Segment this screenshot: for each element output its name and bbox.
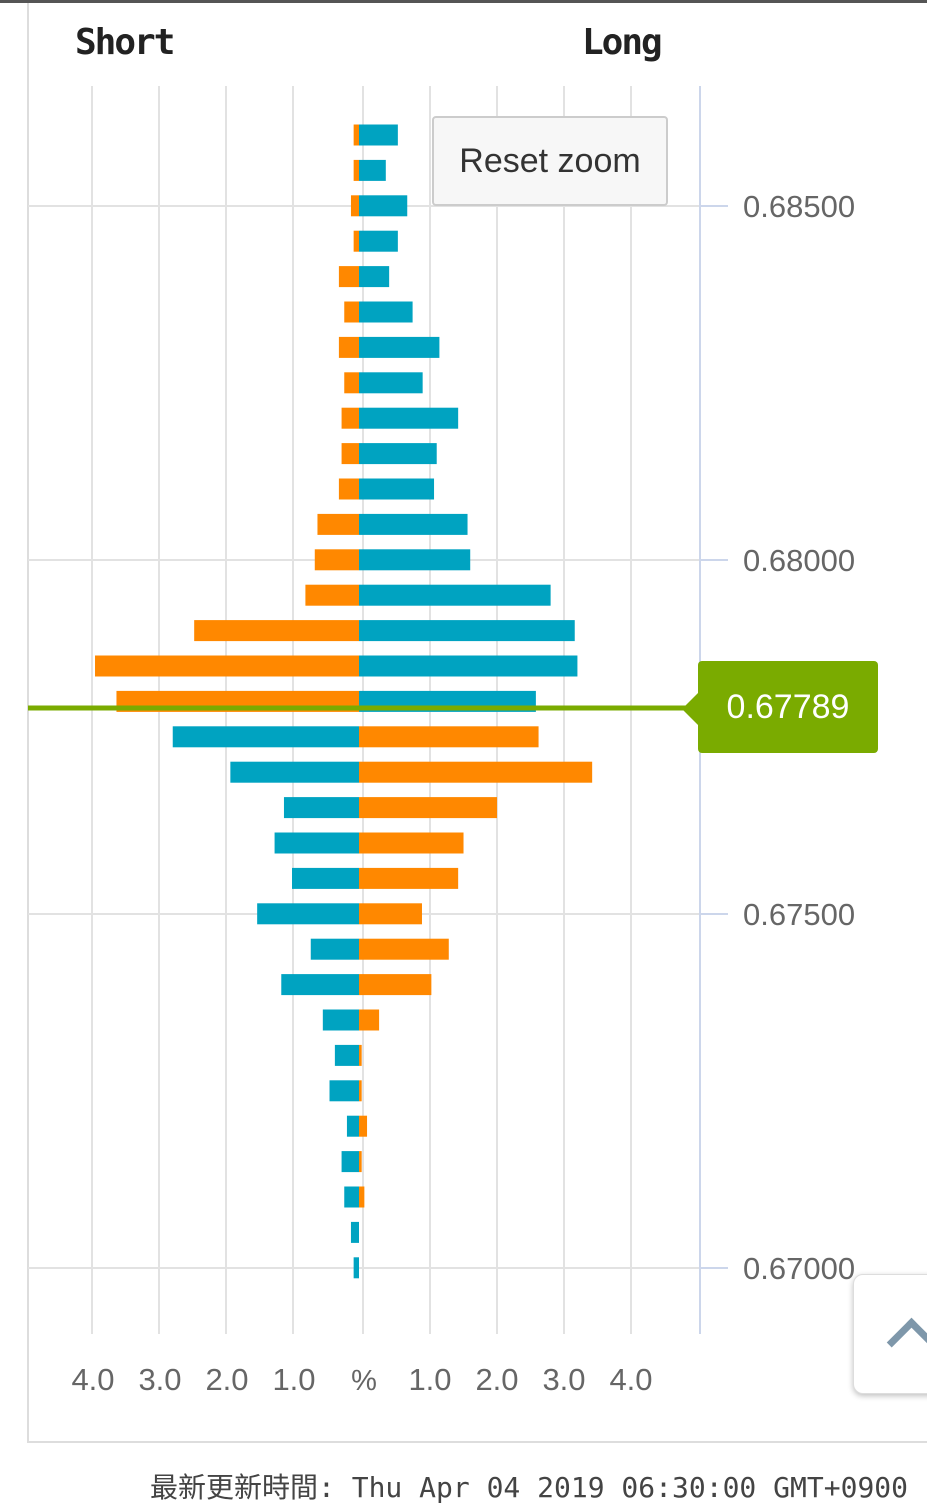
- bar-left-long: [353, 1257, 359, 1279]
- bar-left-short: [350, 195, 359, 217]
- bar-right-long: [359, 159, 386, 181]
- percent-tick-label: 4.0: [609, 1362, 652, 1397]
- bar-right-long: [359, 443, 437, 465]
- percent-tick-label: 1.0: [272, 1362, 315, 1397]
- bar-left-short: [338, 336, 359, 358]
- percent-tick-label: 4.0: [71, 1362, 114, 1397]
- bar-right-long: [359, 407, 459, 429]
- bar-right-long: [359, 336, 440, 358]
- bar-right-long: [359, 513, 468, 535]
- percent-tick-label: 2.0: [205, 1362, 248, 1397]
- bar-left-long: [257, 903, 359, 925]
- price-tick-label: 0.68500: [743, 189, 855, 224]
- bar-right-long: [359, 478, 435, 500]
- bar-right-short: [359, 867, 459, 889]
- bar-left-long: [274, 832, 359, 854]
- percent-tick-label: 3.0: [138, 1362, 181, 1397]
- bar-right-long: [359, 372, 423, 394]
- bar-left-long: [341, 1151, 359, 1173]
- last-updated-text: 最新更新時間: Thu Apr 04 2019 06:30:00 GMT+090…: [150, 1471, 909, 1504]
- bar-left-short: [341, 407, 359, 429]
- bar-right-long: [359, 549, 471, 571]
- bar-left-long: [344, 1186, 359, 1208]
- bar-left-short: [338, 266, 359, 288]
- percent-tick-label: 1.0: [408, 1362, 451, 1397]
- bar-right-long: [359, 266, 390, 288]
- percent-tick-label: 3.0: [542, 1362, 585, 1397]
- bar-right-short: [359, 974, 432, 996]
- reset-zoom-button[interactable]: Reset zoom: [432, 116, 668, 206]
- price-tick-label: 0.67500: [743, 897, 855, 932]
- bar-layer: [95, 124, 593, 1279]
- bar-left-long: [334, 1044, 359, 1066]
- bar-left-short: [194, 620, 359, 642]
- bar-right-long: [359, 655, 578, 677]
- bar-left-long: [322, 1009, 359, 1031]
- current-price-arrow: [682, 693, 698, 725]
- bar-right-short: [359, 1115, 368, 1137]
- bar-left-short: [314, 549, 359, 571]
- bar-right-short: [359, 797, 498, 819]
- bar-left-short: [344, 301, 359, 323]
- price-tick-label: 0.67000: [743, 1251, 855, 1286]
- current-price-label: 0.67789: [698, 661, 878, 753]
- bar-right-short: [359, 1044, 362, 1066]
- bar-right-long: [359, 620, 575, 642]
- bar-left-long: [329, 1080, 359, 1102]
- bar-left-short: [317, 513, 359, 535]
- bar-left-short: [353, 124, 359, 146]
- bar-right-short: [359, 1009, 380, 1031]
- bar-right-short: [359, 938, 449, 960]
- bar-right-short: [359, 761, 593, 783]
- bar-right-long: [359, 230, 398, 252]
- price-tick-label: 0.68000: [743, 543, 855, 578]
- bar-right-long: [359, 301, 413, 323]
- bar-left-long: [310, 938, 359, 960]
- axis-layer: 0.68500 0.68000 0.67500 0.67000 4.0 3.0 2.0 1.0…: [28, 86, 855, 1397]
- bar-right-long: [359, 124, 398, 146]
- bar-right-short: [359, 1151, 362, 1173]
- bar-left-long: [350, 1221, 359, 1243]
- bar-left-long: [281, 974, 359, 996]
- bar-left-long: [230, 761, 359, 783]
- bar-left-short: [353, 230, 359, 252]
- bar-left-long: [292, 867, 359, 889]
- bar-right-short: [359, 1186, 365, 1208]
- bar-right-long: [359, 584, 551, 606]
- bar-right-long: [359, 195, 408, 217]
- bar-left-long: [283, 797, 359, 819]
- bar-left-short: [95, 655, 360, 677]
- bar-left-short: [338, 478, 359, 500]
- bar-left-long: [172, 726, 359, 748]
- bar-left-short: [353, 159, 359, 181]
- bar-right-short: [359, 832, 464, 854]
- bar-left-short: [344, 372, 359, 394]
- long-header: Long: [582, 22, 663, 63]
- percent-center-label: %: [351, 1365, 377, 1397]
- bar-right-short: [359, 903, 422, 925]
- bar-left-short: [305, 584, 359, 606]
- percent-tick-label: 2.0: [475, 1362, 518, 1397]
- top-rule: [0, 0, 927, 3]
- bar-right-short: [359, 726, 539, 748]
- short-header: Short: [75, 22, 175, 63]
- chart-frame: [27, 3, 927, 1443]
- chevron-up-icon: [886, 1317, 927, 1368]
- bar-left-short: [341, 443, 359, 465]
- bar-left-long: [346, 1115, 359, 1137]
- bar-right-short: [359, 1080, 362, 1102]
- scroll-to-top-button[interactable]: [853, 1274, 927, 1394]
